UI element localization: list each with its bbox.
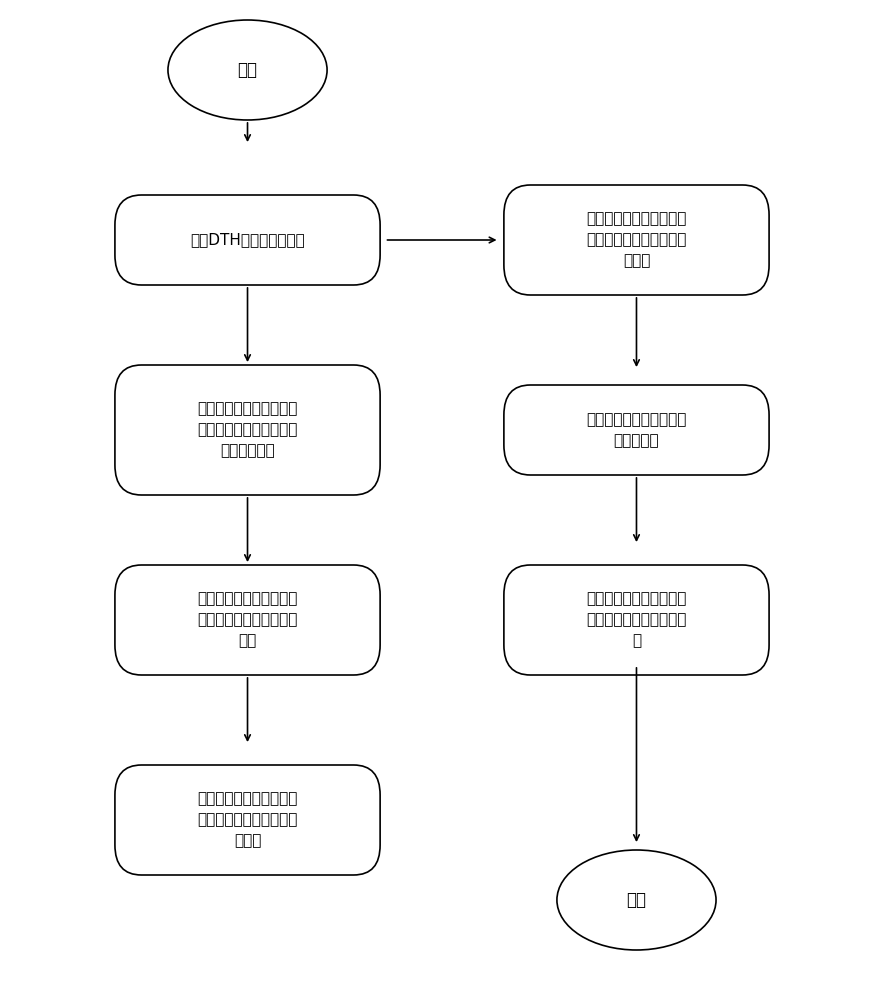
FancyBboxPatch shape bbox=[115, 365, 380, 495]
Text: 根据匹配点和预瞻距离计
算目标曲率: 根据匹配点和预瞻距离计 算目标曲率 bbox=[586, 412, 687, 448]
Text: 计算DTH输出到纵向控制: 计算DTH输出到纵向控制 bbox=[190, 232, 305, 247]
Ellipse shape bbox=[168, 20, 327, 120]
Text: 遍历所有的路径点，匹配
出离当前车辆位置最近的
路径点: 遍历所有的路径点，匹配 出离当前车辆位置最近的 路径点 bbox=[197, 792, 298, 848]
Text: 根据路径点利用反正切函
数计算每一个点的目标航
向角: 根据路径点利用反正切函 数计算每一个点的目标航 向角 bbox=[197, 591, 298, 648]
Text: 根据路径点利用三点计算
曲率的方法计算出每一个
点的目标曲率: 根据路径点利用三点计算 曲率的方法计算出每一个 点的目标曲率 bbox=[197, 401, 298, 458]
Text: 结束: 结束 bbox=[627, 891, 646, 909]
FancyBboxPatch shape bbox=[504, 565, 769, 675]
Text: 根据匹配点的坐标和当前
车辆位置计算横向位置误
差: 根据匹配点的坐标和当前 车辆位置计算横向位置误 差 bbox=[586, 591, 687, 648]
FancyBboxPatch shape bbox=[115, 565, 380, 675]
FancyBboxPatch shape bbox=[115, 195, 380, 285]
Text: 根据匹配点的目标航向角
和实时航向角计算出航向
角误差: 根据匹配点的目标航向角 和实时航向角计算出航向 角误差 bbox=[586, 212, 687, 268]
Text: 开始: 开始 bbox=[238, 61, 257, 79]
FancyBboxPatch shape bbox=[115, 765, 380, 875]
Ellipse shape bbox=[557, 850, 716, 950]
FancyBboxPatch shape bbox=[504, 185, 769, 295]
FancyBboxPatch shape bbox=[504, 385, 769, 475]
